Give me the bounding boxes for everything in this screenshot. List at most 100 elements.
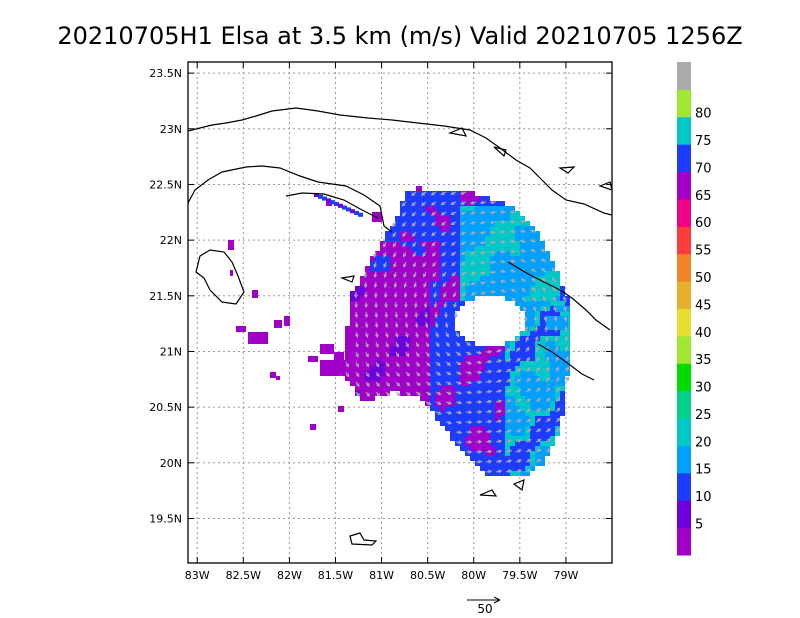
wind-cell (480, 356, 485, 361)
wind-cell (505, 226, 510, 231)
wind-cell (370, 356, 375, 361)
wind-cell (470, 356, 475, 361)
wind-arrow (455, 351, 462, 356)
wind-cell (510, 391, 515, 396)
wind-cell (380, 356, 385, 361)
colorbar-swatch (677, 335, 691, 364)
wind-cell (415, 291, 420, 296)
wind-cell (405, 276, 410, 281)
wind-cell (425, 276, 430, 281)
wind-cell (485, 251, 490, 256)
wind-cell (530, 246, 535, 251)
wind-cell (540, 336, 545, 341)
wind-cell (530, 256, 535, 261)
wind-arrow (525, 428, 532, 433)
wind-cell (440, 316, 445, 321)
wind-arrow (411, 221, 417, 227)
wind-cell (520, 336, 525, 341)
wind-cell (565, 341, 570, 346)
wind-arrow (461, 291, 467, 297)
wind-cell (355, 366, 360, 371)
wind-cell (350, 356, 355, 361)
wind-cell (505, 371, 510, 376)
wind-cell (495, 231, 500, 236)
wind-cell (495, 271, 500, 276)
y-tick-label: 23N (160, 123, 182, 136)
wind-cell (505, 381, 510, 386)
wind-arrow (475, 360, 483, 365)
wind-cell (485, 446, 490, 451)
wind-arrow (413, 281, 417, 288)
wind-arrow (433, 301, 438, 309)
wind-cell (440, 391, 445, 396)
wind-cell (430, 311, 435, 316)
wind-arrow (535, 377, 541, 383)
wind-cell (465, 191, 470, 196)
wind-arrow (421, 241, 427, 247)
wind-arrow (495, 439, 503, 444)
wind-cell (520, 441, 525, 446)
wind-cell (455, 286, 460, 291)
wind-cell (475, 426, 480, 431)
wind-cell (445, 216, 450, 221)
wind-cell (530, 261, 535, 266)
y-tick-label: 20.5N (149, 401, 182, 414)
wind-cell (380, 371, 385, 376)
wind-arrow (499, 220, 507, 224)
wind-cell (510, 211, 515, 216)
wind-cell (550, 271, 555, 276)
wind-cell (490, 346, 495, 351)
wind-cell (500, 396, 505, 401)
wind-cell (370, 271, 375, 276)
wind-cell (410, 306, 415, 311)
wind-cell (535, 291, 540, 296)
wind-cell (430, 341, 435, 346)
wind-cell (400, 306, 405, 311)
wind-arrow (535, 356, 540, 363)
wind-cell (435, 316, 440, 321)
wind-cell (475, 401, 480, 406)
wind-cell (405, 286, 410, 291)
wind-cell (515, 431, 520, 436)
wind-cell (515, 221, 520, 226)
wind-cell (390, 226, 395, 231)
wind-cell (475, 251, 480, 256)
wind-arrow (485, 349, 493, 354)
wind-cell (375, 281, 380, 286)
wind-cell (370, 266, 375, 271)
wind-cell (450, 351, 455, 356)
wind-cell (390, 291, 395, 296)
wind-cell (475, 446, 480, 451)
x-tick-label: 83W (185, 569, 210, 582)
wind-cell (545, 351, 550, 356)
wind-arrow (460, 271, 467, 276)
wind-cell (375, 376, 380, 381)
wind-cell (485, 386, 490, 391)
wind-cell (500, 421, 505, 426)
wind-arrow (365, 381, 370, 388)
wind-cell (470, 406, 475, 411)
wind-arrow (519, 239, 527, 244)
wind-arrow (415, 391, 422, 396)
wind-cell (505, 361, 510, 366)
wind-arrow (431, 221, 437, 226)
wind-cell (490, 286, 495, 291)
wind-cell (395, 351, 400, 356)
wind-arrow (545, 438, 552, 443)
wind-cell (360, 371, 365, 376)
wind-cell (355, 326, 360, 331)
wind-cell (490, 381, 495, 386)
wind-arrow (460, 211, 467, 215)
wind-arrow (465, 361, 472, 365)
wind-cell (375, 316, 380, 321)
wind-cell (540, 451, 545, 456)
wind-cell (400, 221, 405, 226)
wind-arrow (466, 450, 473, 454)
wind-cell (500, 471, 505, 476)
wind-cell (430, 196, 435, 201)
wind-arrow (515, 409, 522, 413)
wind-arrow (495, 409, 503, 414)
wind-cell (380, 381, 385, 386)
wind-cell (475, 211, 480, 216)
wind-cell (440, 361, 445, 366)
